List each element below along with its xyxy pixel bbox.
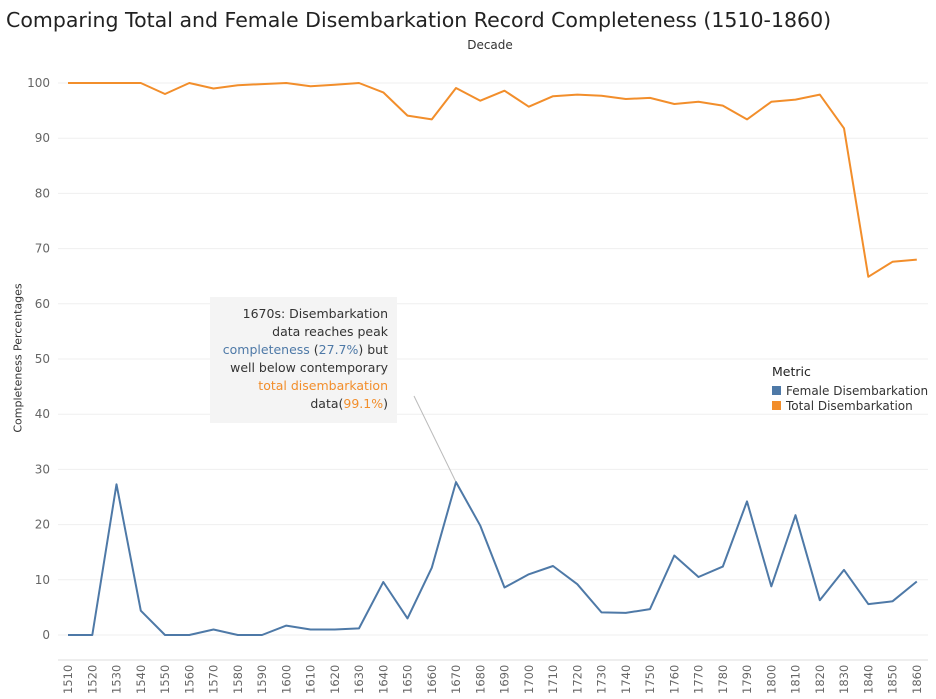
legend-swatch-total [772,401,781,410]
x-axis-title: Decade [467,38,513,52]
x-tick-label: 1740 [619,665,633,694]
annotation-line-1: 1670s: Disembarkation [242,306,388,321]
x-tick-label: 1760 [667,665,681,694]
annotation-line-2: data reaches peak [272,324,388,339]
x-tick-label: 1750 [643,665,657,694]
annotation-leader-line [413,395,457,483]
annotation-line-4: well below contemporary [230,360,388,375]
x-tick-label: 1560 [182,665,196,694]
grid-lines [58,82,928,661]
x-tick-label: 1640 [376,665,390,694]
x-tick-label: 1680 [473,665,487,694]
x-tick-label: 1650 [401,665,415,694]
y-tick-label: 30 [35,462,50,476]
x-tick-label: 1820 [813,665,827,694]
series-lines [68,82,918,636]
series-line-female[interactable] [68,481,918,636]
legend: Metric Female Disembarkation Total Disem… [772,364,928,413]
x-tick-label: 1700 [522,665,536,694]
annotation-line-6: data(99.1%) [310,396,388,411]
x-tick-label: 1860 [910,665,924,694]
x-tick-label: 1630 [352,665,366,694]
chart-title: Comparing Total and Female Disembarkatio… [6,8,832,32]
x-tick-label: 1670 [449,665,463,694]
y-tick-label: 0 [42,628,50,642]
x-tick-label: 1520 [85,665,99,694]
x-tick-label: 1770 [692,665,706,694]
annotation-box: 1670s: Disembarkation data reaches peak … [210,297,397,423]
y-tick-label: 50 [35,352,50,366]
y-tick-label: 40 [35,407,50,421]
y-tick-label: 90 [35,131,50,145]
x-tick-label: 1810 [789,665,803,694]
y-tick-label: 60 [35,297,50,311]
x-tick-label: 1540 [134,665,148,694]
x-tick-label: 1550 [158,665,172,694]
legend-title: Metric [772,364,811,379]
y-tick-label: 20 [35,518,50,532]
x-tick-label: 1590 [255,665,269,694]
y-axis-ticks: 0 10 20 30 40 50 60 70 80 90 100 [27,76,50,642]
x-tick-label: 1730 [595,665,609,694]
x-tick-label: 1830 [837,665,851,694]
legend-label-total: Total Disembarkation [786,398,913,413]
legend-item-female[interactable]: Female Disembarkation [772,383,928,398]
x-axis-ticks: 1510 1520 1530 1540 1550 1560 1570 1580 1590 1600… [61,665,924,694]
annotation-total-disembarkation: total disembarkation [258,378,388,393]
legend-item-total[interactable]: Total Disembarkation [772,398,928,413]
x-tick-label: 1600 [279,665,293,694]
x-tick-label: 1710 [546,665,560,694]
x-tick-label: 1510 [61,665,75,694]
x-tick-label: 1570 [207,665,221,694]
series-line-total[interactable] [68,82,917,278]
x-tick-label: 1720 [570,665,584,694]
y-tick-label: 100 [27,76,50,90]
x-tick-label: 1530 [110,665,124,694]
x-tick-label: 1840 [861,665,875,694]
x-tick-label: 1780 [716,665,730,694]
x-tick-label: 1580 [231,665,245,694]
x-tick-label: 1800 [764,665,778,694]
annotation-line-3: completeness (27.7%) but [222,342,388,357]
y-tick-label: 70 [35,242,50,256]
y-tick-label: 80 [35,186,50,200]
annotation-total-value: 99.1% [343,396,384,411]
y-tick-label: 10 [35,573,50,587]
annotation-completeness: completeness [222,342,310,357]
x-tick-label: 1610 [304,665,318,694]
x-tick-label: 1620 [328,665,342,694]
x-tick-label: 1850 [886,665,900,694]
x-tick-label: 1660 [425,665,439,694]
legend-swatch-female [772,386,781,395]
annotation-female-value: 27.7% [318,342,359,357]
legend-label-female: Female Disembarkation [786,383,929,398]
x-tick-label: 1790 [740,665,754,694]
x-tick-label: 1690 [498,665,512,694]
